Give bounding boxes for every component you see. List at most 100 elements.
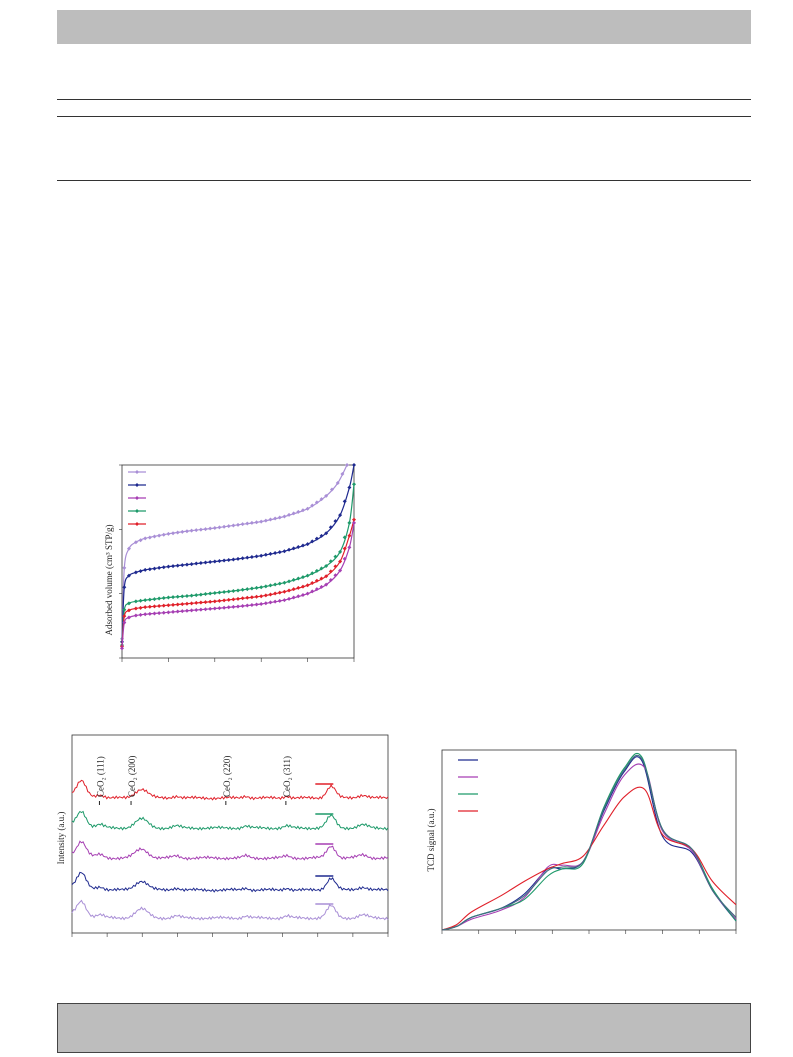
- isotherm-point: [184, 593, 189, 598]
- isotherm-point: [305, 591, 310, 596]
- isotherm-point: [226, 597, 231, 602]
- isotherm-point: [333, 554, 338, 559]
- isotherm-point: [126, 601, 131, 606]
- isotherm-point: [157, 604, 162, 609]
- isotherm-point: [231, 523, 236, 528]
- isotherm-point: [259, 585, 264, 590]
- isotherm-point: [287, 596, 292, 601]
- isotherm-point: [329, 487, 334, 492]
- isotherm-point: [240, 587, 245, 592]
- isotherm-point: [138, 612, 143, 617]
- isotherm-point: [152, 566, 157, 571]
- isotherm-point: [296, 576, 301, 581]
- isotherm-point: [249, 520, 254, 525]
- isotherm-point: [240, 522, 245, 527]
- isotherm-point: [314, 587, 319, 592]
- isotherm-point: [314, 500, 319, 505]
- isotherm-point: [143, 598, 148, 603]
- xrd-series-line: [71, 871, 389, 893]
- isotherm-point: [171, 564, 176, 569]
- isotherm-point: [287, 588, 292, 593]
- isotherm-point: [157, 596, 162, 601]
- isotherm-point: [254, 554, 259, 559]
- isotherm-plot-frame: [121, 464, 355, 659]
- isotherm-point: [226, 605, 231, 610]
- isotherm-point: [222, 589, 227, 594]
- adsorption-isotherm-chart: Adsorbed volume (cm³ STP/g): [104, 463, 356, 662]
- isotherm-point: [338, 513, 343, 518]
- isotherm-point: [287, 579, 292, 584]
- isotherm-point: [198, 592, 203, 597]
- isotherm-point: [184, 529, 189, 534]
- isotherm-point: [352, 520, 356, 525]
- isotherm-point: [263, 584, 268, 589]
- isotherm-point: [249, 586, 254, 591]
- isotherm-point: [208, 526, 213, 531]
- isotherm-y-axis-label: Adsorbed volume (cm³ STP/g): [104, 525, 114, 636]
- isotherm-point: [231, 597, 236, 602]
- xrd-peak-label: CeO₂ (111): [95, 756, 105, 797]
- isotherm-point: [245, 603, 250, 608]
- isotherm-point: [184, 601, 189, 606]
- isotherm-point: [236, 556, 240, 561]
- isotherm-point: [291, 511, 296, 516]
- isotherm-point: [212, 599, 217, 604]
- isotherm-point: [189, 528, 194, 533]
- isotherm-point: [203, 527, 208, 532]
- isotherm-legend-marker: [135, 509, 139, 513]
- isotherm-point: [138, 569, 143, 574]
- xrd-peak-label: CeO₂ (220): [222, 756, 232, 797]
- isotherm-point: [319, 576, 324, 581]
- isotherm-point: [268, 551, 273, 556]
- isotherm-point: [166, 603, 171, 608]
- tpr-series-line: [441, 763, 737, 931]
- isotherm-point: [126, 546, 131, 551]
- isotherm-point: [291, 577, 296, 582]
- tpr-series-line: [441, 754, 737, 931]
- isotherm-point: [268, 600, 273, 605]
- isotherm-point: [305, 583, 310, 588]
- isotherm-point: [296, 594, 301, 599]
- isotherm-point: [180, 529, 185, 534]
- isotherm-point: [305, 506, 310, 511]
- isotherm-point: [198, 607, 203, 612]
- isotherm-point: [249, 595, 254, 600]
- isotherm-point: [143, 605, 148, 610]
- isotherm-point: [194, 561, 199, 566]
- isotherm-point: [203, 560, 208, 565]
- isotherm-point: [175, 609, 180, 614]
- isotherm-point: [310, 503, 315, 508]
- isotherm-point: [333, 564, 338, 569]
- isotherm-point: [277, 581, 282, 586]
- isotherm-point: [300, 575, 305, 580]
- isotherm-point: [161, 596, 166, 601]
- isotherm-point: [180, 563, 185, 568]
- isotherm-point: [277, 515, 282, 520]
- isotherm-point: [240, 604, 245, 609]
- isotherm-point: [328, 525, 333, 530]
- isotherm-point: [263, 518, 268, 523]
- isotherm-point: [189, 593, 194, 598]
- table-bottom-rule: [57, 180, 751, 181]
- isotherm-point: [189, 608, 194, 613]
- isotherm-point: [157, 611, 162, 616]
- isotherm-point: [222, 605, 227, 610]
- isotherm-point: [263, 601, 268, 606]
- isotherm-point: [175, 563, 180, 568]
- isotherm-point: [273, 599, 278, 604]
- isotherm-point: [282, 514, 287, 519]
- isotherm-point: [143, 567, 148, 572]
- isotherm-point: [212, 591, 217, 596]
- table-header-rule: [57, 116, 751, 117]
- isotherm-point: [352, 482, 356, 487]
- isotherm-point: [324, 564, 329, 569]
- isotherm-point: [180, 609, 185, 614]
- isotherm-point: [138, 605, 143, 610]
- isotherm-point: [217, 558, 222, 563]
- isotherm-point: [347, 533, 352, 538]
- isotherm-point: [342, 546, 347, 551]
- isotherm-point: [328, 559, 333, 564]
- isotherm-point: [282, 598, 287, 603]
- isotherm-point: [342, 556, 347, 561]
- isotherm-point: [226, 589, 231, 594]
